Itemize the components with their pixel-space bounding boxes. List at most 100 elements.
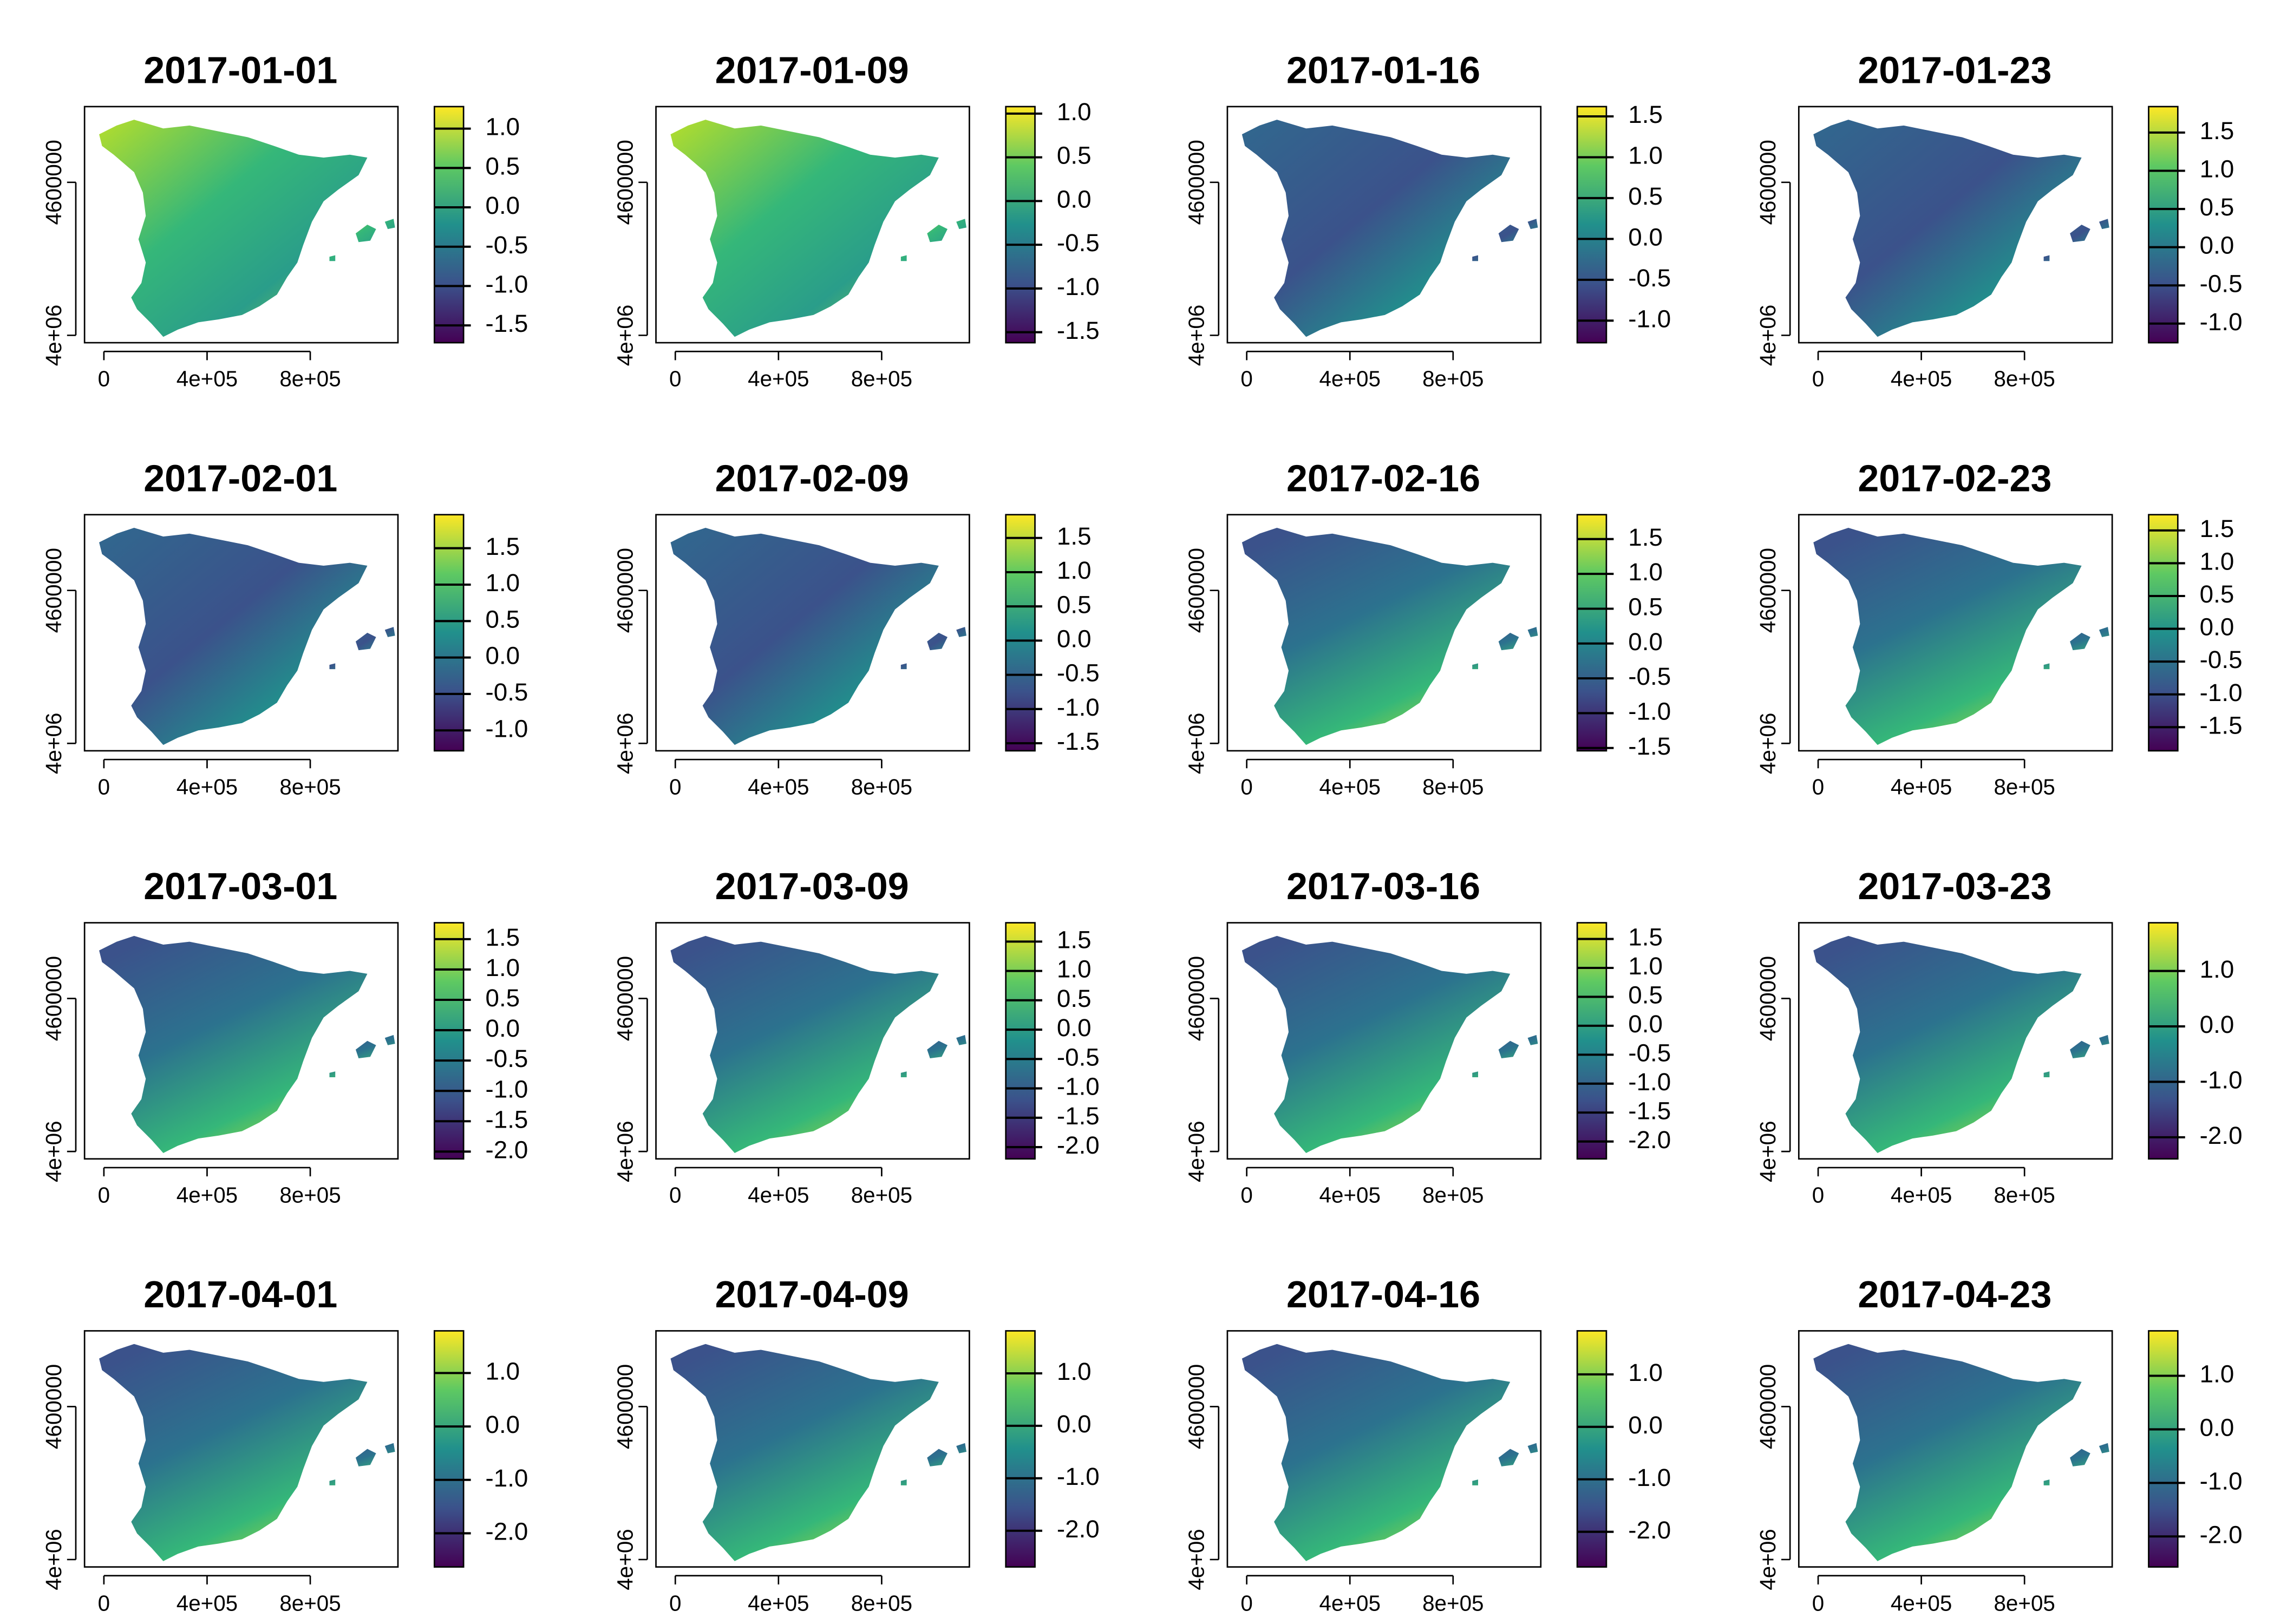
panel-title: 2017-03-16 [1286,865,1480,907]
y-tick-label: 4600000 [1755,1364,1780,1449]
colorbar-tick-label: 1.0 [2200,548,2234,575]
plot-box [655,922,970,1160]
colorbar-tick-label: -1.0 [2200,308,2243,336]
raster-map [1813,120,2082,337]
raster-map [99,120,368,337]
colorbar-tick-label: 0.5 [486,984,520,1012]
colorbar-tick-label: -1.0 [486,1075,528,1103]
raster-map [1813,935,2082,1153]
raster-map [99,935,368,1153]
colorbar-tick-label: -1.0 [1057,1463,1100,1490]
colorbar-tick-label: 1.5 [2200,515,2234,542]
raster-island [1472,1443,1538,1485]
colorbar-tick-label: -1.0 [1628,1068,1671,1096]
colorbar-tick-label: -1.5 [1057,728,1100,755]
y-tick-label: 4e+06 [1755,713,1780,774]
plot-box [1226,922,1542,1160]
x-tick-label: 0 [669,1182,681,1207]
plot-box [83,514,399,752]
colorbar [1005,1330,1036,1568]
x-tick-label: 0 [98,1590,110,1615]
colorbar-tick-label: 1.0 [1057,955,1092,983]
x-tick-label: 8e+05 [1422,1182,1484,1207]
raster-map [1241,120,1511,337]
colorbar-tick-label: 0.5 [1628,182,1663,210]
x-tick-label: 4e+05 [1891,1590,1952,1615]
colorbar-tick-label: 0.0 [1628,1411,1663,1439]
raster-island [2043,219,2109,261]
map-panel: 2017-03-160 4e+05 8e+054e+0646000001.51.00… [1184,865,1671,1207]
colorbar [2148,106,2179,344]
map-panel: 2017-04-16 0 4e+05 8e+05 4e+06 4600000 1.0 0.0 -… [1184,1273,1671,1615]
panel-title: 2017-03-23 [1858,865,2051,907]
x-tick-label: 0 [1812,1182,1824,1207]
x-tick-label: 0 [1240,366,1252,391]
x-tick-label: 8e+05 [1994,366,2055,391]
x-tick-label: 4e+05 [177,775,238,800]
colorbar-tick-label: -2.0 [1628,1516,1671,1544]
colorbar-tick-label: -1.5 [486,1105,528,1133]
x-tick-label: 8e+05 [279,1590,341,1615]
colorbar [433,922,465,1160]
y-tick-label: 4600000 [612,956,637,1041]
colorbar [1005,922,1036,1160]
colorbar-tick-label: 1.0 [2200,155,2234,183]
x-tick-label: 0 [1812,775,1824,800]
y-tick-label: 4600000 [612,140,637,225]
colorbar-tick-label: 0.0 [486,642,520,670]
colorbar-tick-label: -1.0 [2200,1467,2243,1495]
colorbar-tick-label: 0.5 [1057,142,1092,169]
y-tick-label: 4600000 [41,956,66,1041]
x-tick-label: 0 [1240,1182,1252,1207]
raster-island [2043,1443,2109,1485]
x-tick-label: 8e+05 [1994,1590,2055,1615]
x-tick-label: 4e+05 [748,1182,809,1207]
colorbar-tick-label: -1.0 [2200,679,2243,706]
y-tick-label: 4e+06 [41,305,66,366]
map-panel: 2017-02-09 0 4e+05 8e+05 4e+06 4600000 1.5 1.0 0… [612,457,1099,799]
x-tick-label: 8e+05 [851,1590,912,1615]
colorbar-tick-label: 1.5 [1057,926,1092,953]
colorbar-tick-label: -1.0 [486,1464,528,1492]
colorbar-tick-label: 0.0 [1057,625,1092,652]
y-tick-label: 4e+06 [1184,1529,1209,1590]
x-tick-label: 8e+05 [279,775,341,800]
colorbar-tick-label: 1.0 [486,569,520,597]
colorbar [1576,514,1608,752]
colorbar-tick-label: -2.0 [486,1518,528,1546]
panel-title: 2017-02-01 [143,457,337,499]
colorbar-tick-label: -0.5 [2200,270,2243,297]
y-tick-label: 4e+06 [41,713,66,774]
raster-map [99,528,368,745]
colorbar-tick-label: 0.5 [1057,591,1092,618]
y-tick-label: 4e+06 [1184,1121,1209,1182]
x-tick-label: 4e+05 [177,1590,238,1615]
y-tick-label: 4e+06 [41,1121,66,1182]
plot-box [83,1330,399,1568]
colorbar-tick-label: 0.0 [1628,224,1663,251]
raster-island [900,1443,966,1485]
raster-island [2043,1034,2109,1077]
map-panel: 2017-03-090 4e+05 8e+054e+0646000001.51.00… [612,865,1099,1207]
y-tick-label: 4600000 [1184,548,1209,633]
raster-island [329,627,395,670]
y-tick-label: 4e+06 [1755,1529,1780,1590]
colorbar-tick-label: -1.0 [2200,1066,2243,1094]
colorbar-tick-label: 1.0 [1628,558,1663,586]
colorbar [433,514,465,752]
colorbar-tick-label: -2.0 [2200,1122,2243,1149]
y-tick-label: 4e+06 [1184,305,1209,366]
colorbar-tick-label: -2.0 [1057,1131,1100,1159]
y-tick-label: 4600000 [41,140,66,225]
x-tick-label: 8e+05 [851,1182,912,1207]
x-tick-label: 0 [669,366,681,391]
colorbar-tick-label: 0.5 [1057,985,1092,1012]
y-tick-label: 4e+06 [612,1529,637,1590]
colorbar-tick-label: 1.5 [2200,117,2234,145]
colorbar-tick-label: 0.5 [1628,593,1663,621]
colorbar [433,106,465,344]
map-panel: 2017-04-23 0 4e+05 8e+05 4e+06 4600000 1.0 0.0 -… [1755,1273,2242,1615]
colorbar-tick-label: 0.5 [1628,981,1663,1009]
colorbar-tick-label: 1.0 [486,954,520,981]
x-tick-label: 4e+05 [1319,366,1381,391]
